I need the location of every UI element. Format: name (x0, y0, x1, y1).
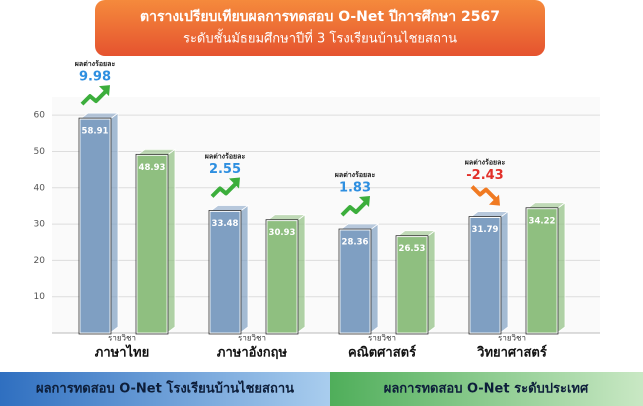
chart-title: ตารางเปรียบเทียบผลการทดสอบ O-Net ปีการศึ… (140, 8, 500, 25)
plot-background (52, 97, 600, 333)
legend-entry: ผลการทดสอบ O-Net โรงเรียนบ้านไชยสถาน (36, 380, 294, 397)
difference-value: 2.55 (209, 162, 241, 177)
bar-outline (395, 235, 429, 335)
value-label: 30.93 (269, 228, 296, 238)
category-prefix: รายวิชา (108, 334, 136, 343)
category-prefix: รายวิชา (368, 334, 396, 343)
bar (79, 118, 111, 334)
bar-outline (265, 219, 299, 335)
bar (526, 208, 558, 334)
y-tick-label: 60 (34, 111, 46, 121)
value-label: 26.53 (399, 244, 426, 254)
difference-label: ผลต่างร้อยละ (205, 151, 246, 160)
bar (339, 229, 371, 334)
value-label: 33.48 (212, 219, 239, 229)
category-prefix: รายวิชา (498, 334, 526, 343)
difference-label: ผลต่างร้อยละ (465, 158, 506, 167)
bar-outline (525, 207, 559, 335)
chart-subtitle: ระดับชั้นมัธยมศึกษาปีที่ 3 โรงเรียนบ้านไ… (183, 29, 457, 47)
bar-outline (338, 228, 372, 335)
difference-value: 1.83 (339, 181, 371, 196)
legend-swatch (330, 372, 643, 406)
bar-outline (208, 210, 242, 335)
difference-label: ผลต่างร้อยละ (75, 59, 116, 68)
y-tick-label: 20 (34, 256, 46, 266)
trend-arrow (80, 89, 108, 106)
trend-arrow-head (99, 85, 110, 97)
bar-outline (468, 216, 502, 335)
y-tick-label: 10 (34, 292, 46, 302)
value-label: 28.36 (342, 238, 369, 248)
value-label: 31.79 (472, 225, 499, 235)
bar-outline (78, 117, 112, 335)
legend-entry: ผลการทดสอบ O-Net ระดับประเทศ (384, 382, 589, 397)
bar (396, 236, 428, 334)
trend-arrow (210, 182, 238, 198)
x-tick-label: ภาษาอังกฤษ (217, 346, 288, 361)
bar (266, 220, 298, 334)
trend-arrow (340, 200, 368, 217)
value-label: 48.93 (139, 163, 166, 173)
difference-label: ผลต่างร้อยละ (335, 170, 376, 179)
y-tick-label: 40 (34, 183, 46, 193)
bar (136, 154, 168, 334)
legend-swatch (0, 372, 330, 406)
trend-arrow-head (359, 196, 370, 208)
difference-value: -2.43 (466, 168, 503, 183)
bar-outline (135, 153, 169, 335)
trend-arrow-head (489, 194, 500, 206)
y-tick-label: 50 (34, 147, 46, 157)
bar (209, 211, 241, 334)
trend-arrow-head (229, 177, 240, 189)
title-banner (95, 0, 545, 56)
x-tick-label: วิทยาศาสตร์ (476, 345, 546, 361)
bar (469, 217, 501, 334)
trend-arrow (470, 185, 498, 201)
category-prefix: รายวิชา (238, 334, 266, 343)
value-label: 34.22 (529, 216, 556, 226)
value-label: 58.91 (82, 127, 109, 137)
difference-value: 9.98 (79, 70, 111, 85)
y-tick-label: 30 (34, 220, 46, 230)
x-tick-label: ภาษาไทย (95, 344, 149, 361)
x-tick-label: คณิตศาสตร์ (348, 345, 416, 361)
